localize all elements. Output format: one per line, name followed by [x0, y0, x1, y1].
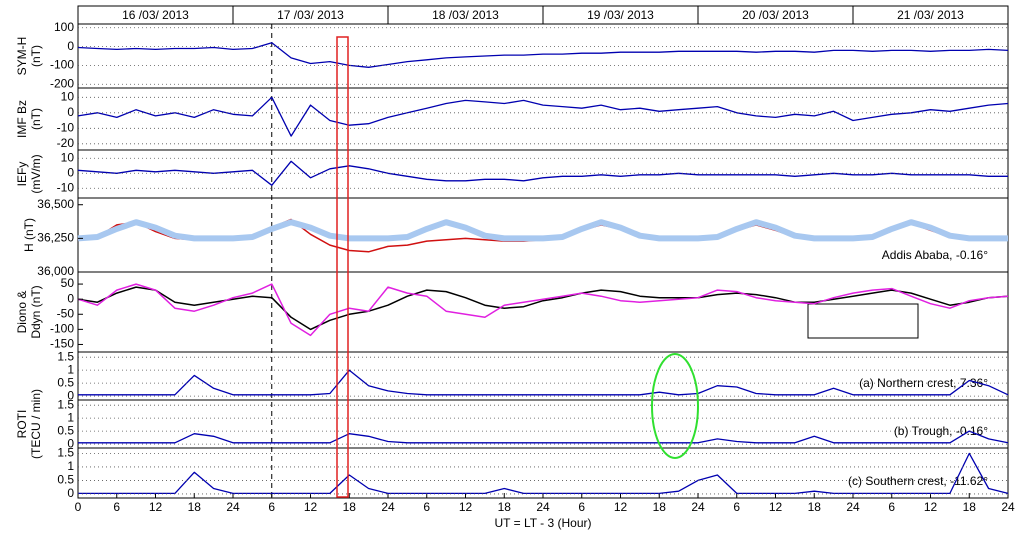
y-tick-label: 36,250: [37, 231, 74, 245]
annotation: (a) Northern crest, 7.36°: [859, 376, 988, 390]
x-tick-label: 24: [1001, 500, 1015, 514]
x-tick-label: 6: [733, 500, 740, 514]
y-tick-label: -150: [50, 337, 74, 351]
panel-frame: [77, 23, 1009, 89]
y-tick-label: 10: [61, 150, 75, 164]
x-tick-label: 24: [846, 500, 860, 514]
x-tick-label: 6: [113, 500, 120, 514]
series-line: [77, 42, 1009, 68]
x-tick-label: 24: [381, 500, 395, 514]
y-tick-label: 0.5: [57, 473, 74, 487]
date-label: 21 /03/ 2013: [897, 8, 964, 22]
x-tick-label: 12: [149, 500, 163, 514]
highlight-ellipse: [651, 353, 699, 459]
y-axis-label: (mV/m): [29, 154, 43, 193]
series-line: [78, 452, 1009, 495]
y-tick-label: 1: [67, 410, 74, 424]
panel-frame: [77, 447, 1009, 499]
highlight-box: [336, 36, 349, 498]
x-tick-label: 24: [536, 500, 550, 514]
y-axis-label: Ddyn (nT): [29, 285, 43, 338]
x-tick-label: 12: [924, 500, 938, 514]
y-tick-label: 36,500: [37, 197, 74, 211]
y-tick-label: -20: [57, 136, 75, 150]
x-tick-label: 12: [614, 500, 628, 514]
panel-frame: [77, 399, 1009, 449]
x-tick-label: 18: [808, 500, 822, 514]
x-tick-label: 24: [226, 500, 240, 514]
y-tick-label: 0: [67, 165, 74, 179]
date-label: 19 /03/ 2013: [587, 8, 654, 22]
y-axis-label: (nT): [29, 108, 43, 130]
legend-box: [807, 303, 919, 339]
y-tick-label: -50: [57, 306, 75, 320]
y-axis-label: IEFy: [15, 162, 29, 187]
series-line: [78, 430, 1009, 444]
x-axis-label: UT = LT - 3 (Hour): [494, 516, 591, 530]
x-tick-label: 6: [888, 500, 895, 514]
y-tick-label: 1: [67, 362, 74, 376]
y-tick-label: 100: [54, 20, 74, 34]
y-tick-label: 0.5: [57, 423, 74, 437]
series-line: [77, 286, 1009, 331]
date-label: 16 /03/ 2013: [122, 8, 189, 22]
y-tick-label: 0: [67, 436, 74, 450]
y-tick-label: 1.5: [57, 397, 74, 411]
panel-frame: [77, 149, 1009, 199]
y-tick-label: 1.5: [57, 446, 74, 460]
y-tick-label: -10: [57, 120, 75, 134]
y-tick-label: 0: [67, 39, 74, 53]
y-tick-label: 0: [67, 486, 74, 500]
y-axis-label: IMF Bz: [15, 100, 29, 138]
x-tick-label: 18: [498, 500, 512, 514]
series-line: [77, 219, 1008, 242]
annotation: Addis Ababa, -0.16°: [882, 248, 988, 262]
y-tick-label: 10: [61, 89, 75, 103]
x-tick-label: 12: [459, 500, 473, 514]
series-line: [77, 160, 1008, 186]
y-tick-label: 1: [67, 459, 74, 473]
y-tick-label: 0: [67, 388, 74, 402]
y-tick-label: -200: [50, 76, 74, 90]
date-label: 18 /03/ 2013: [432, 8, 499, 22]
y-tick-label: -100: [50, 58, 74, 72]
y-tick-label: 0.5: [57, 375, 74, 389]
x-tick-label: 18: [343, 500, 357, 514]
x-tick-label: 6: [268, 500, 275, 514]
x-tick-label: 18: [653, 500, 667, 514]
x-tick-label: 24: [691, 500, 705, 514]
x-tick-label: 12: [304, 500, 318, 514]
x-tick-label: 18: [188, 500, 202, 514]
series-line: [78, 369, 1009, 396]
y-axis-label: ROTI: [15, 410, 29, 439]
y-tick-label: 50: [61, 276, 75, 290]
y-axis-label: H (nT): [22, 218, 36, 252]
y-tick-label: -10: [57, 180, 75, 194]
x-tick-label: 0: [75, 500, 82, 514]
series-line: [77, 96, 1009, 137]
series-line: [77, 283, 1009, 337]
y-tick-label: 0: [67, 105, 74, 119]
date-label: 17 /03/ 2013: [277, 8, 344, 22]
y-tick-label: 0: [67, 291, 74, 305]
y-axis-label: (TECU / min): [29, 389, 43, 459]
x-tick-label: 6: [578, 500, 585, 514]
y-tick-label: -100: [50, 322, 74, 336]
y-axis-label: Diono &: [15, 291, 29, 334]
y-axis-label: (nT): [29, 45, 43, 67]
x-tick-label: 18: [963, 500, 977, 514]
y-tick-label: 1.5: [57, 349, 74, 363]
annotation: (c) Southern crest, -11.62°: [848, 474, 988, 488]
date-box: [77, 5, 234, 25]
y-axis-label: SYM-H: [15, 37, 29, 76]
x-tick-label: 6: [423, 500, 430, 514]
y-tick-label: 36,000: [37, 264, 74, 278]
x-tick-label: 12: [769, 500, 783, 514]
date-label: 20 /03/ 2013: [742, 8, 809, 22]
